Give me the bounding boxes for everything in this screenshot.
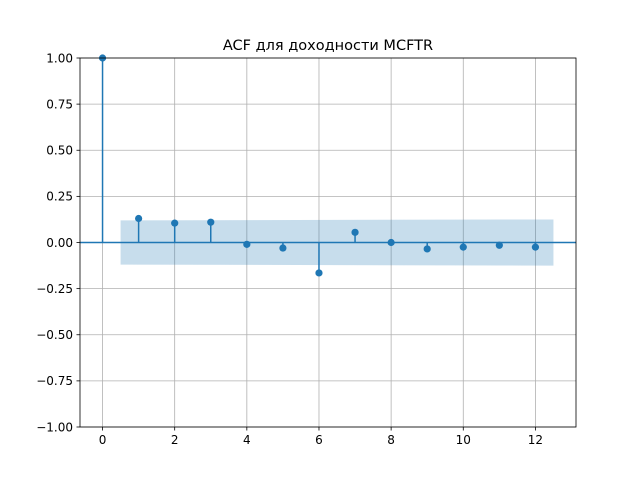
acf-point (351, 228, 359, 236)
x-tick-label: 6 (315, 433, 323, 447)
acf-point (315, 269, 323, 277)
x-tick-label: 10 (456, 433, 471, 447)
y-tick-label: −0.50 (36, 328, 73, 342)
acf-point (531, 243, 540, 251)
acf-point (495, 241, 503, 249)
acf-point (279, 244, 287, 252)
y-tick-label: 0.75 (46, 97, 73, 111)
acf-point (459, 243, 467, 251)
acf-point (171, 219, 179, 227)
y-tick-label: −0.25 (36, 282, 73, 296)
acf-point (243, 240, 251, 248)
x-tick-label: 4 (243, 433, 251, 447)
chart-title: ACF для доходности MCFTR (223, 38, 433, 54)
x-tick-label: 2 (171, 433, 179, 447)
y-tick-label: 0.25 (46, 190, 73, 204)
x-tick-label: 12 (528, 433, 543, 447)
acf-point (135, 214, 143, 223)
plot-area: 0 2 4 6 8 10 12 −1.00 −0.75 −0.50 −0.25 0.00 0.25 0.5… (36, 51, 577, 447)
x-tick-label: 0 (99, 433, 107, 447)
y-tick-label: −1.00 (36, 420, 73, 434)
x-tick-label: 8 (387, 433, 395, 447)
y-tick-label: −0.75 (36, 374, 73, 388)
acf-point (387, 238, 395, 247)
y-tick-label: 0.00 (46, 236, 73, 250)
y-tick-label: 1.00 (46, 51, 73, 65)
y-tick-label: 0.50 (46, 144, 73, 158)
acf-point (207, 218, 215, 226)
acf-point (423, 245, 431, 253)
